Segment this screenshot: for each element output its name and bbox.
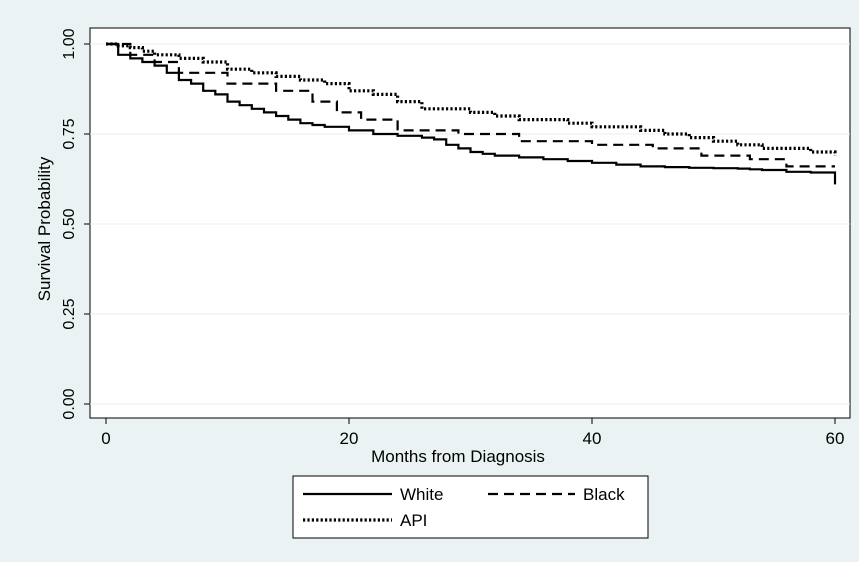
- series-line-white: [106, 42, 837, 185]
- x-tick-label: 40: [583, 429, 602, 448]
- legend-label-black: Black: [583, 485, 625, 504]
- legend-label-white: White: [400, 485, 443, 504]
- y-tick-label: 1.00: [61, 28, 78, 59]
- x-tick-label: 60: [826, 429, 845, 448]
- y-tick-label: 0.00: [61, 388, 78, 419]
- legend: White Black API: [292, 475, 649, 539]
- y-tick-label: 0.25: [61, 298, 78, 329]
- x-axis-title: Months from Diagnosis: [371, 447, 545, 466]
- series-line-api: [106, 42, 837, 156]
- x-tick-label: 20: [340, 429, 359, 448]
- y-axis-title: Survival Probability: [35, 156, 54, 301]
- y-tick-label: 0.75: [61, 118, 78, 149]
- legend-box: [292, 475, 649, 539]
- plot-area: [89, 27, 851, 419]
- legend-label-api: API: [400, 511, 427, 530]
- plot-layer: 0.00 0.25 0.50 0.75 1.00 0 20 40 60: [61, 27, 851, 448]
- x-tick-label: 0: [101, 429, 110, 448]
- y-tick-label: 0.50: [61, 208, 78, 239]
- series-line-black: [106, 42, 835, 168]
